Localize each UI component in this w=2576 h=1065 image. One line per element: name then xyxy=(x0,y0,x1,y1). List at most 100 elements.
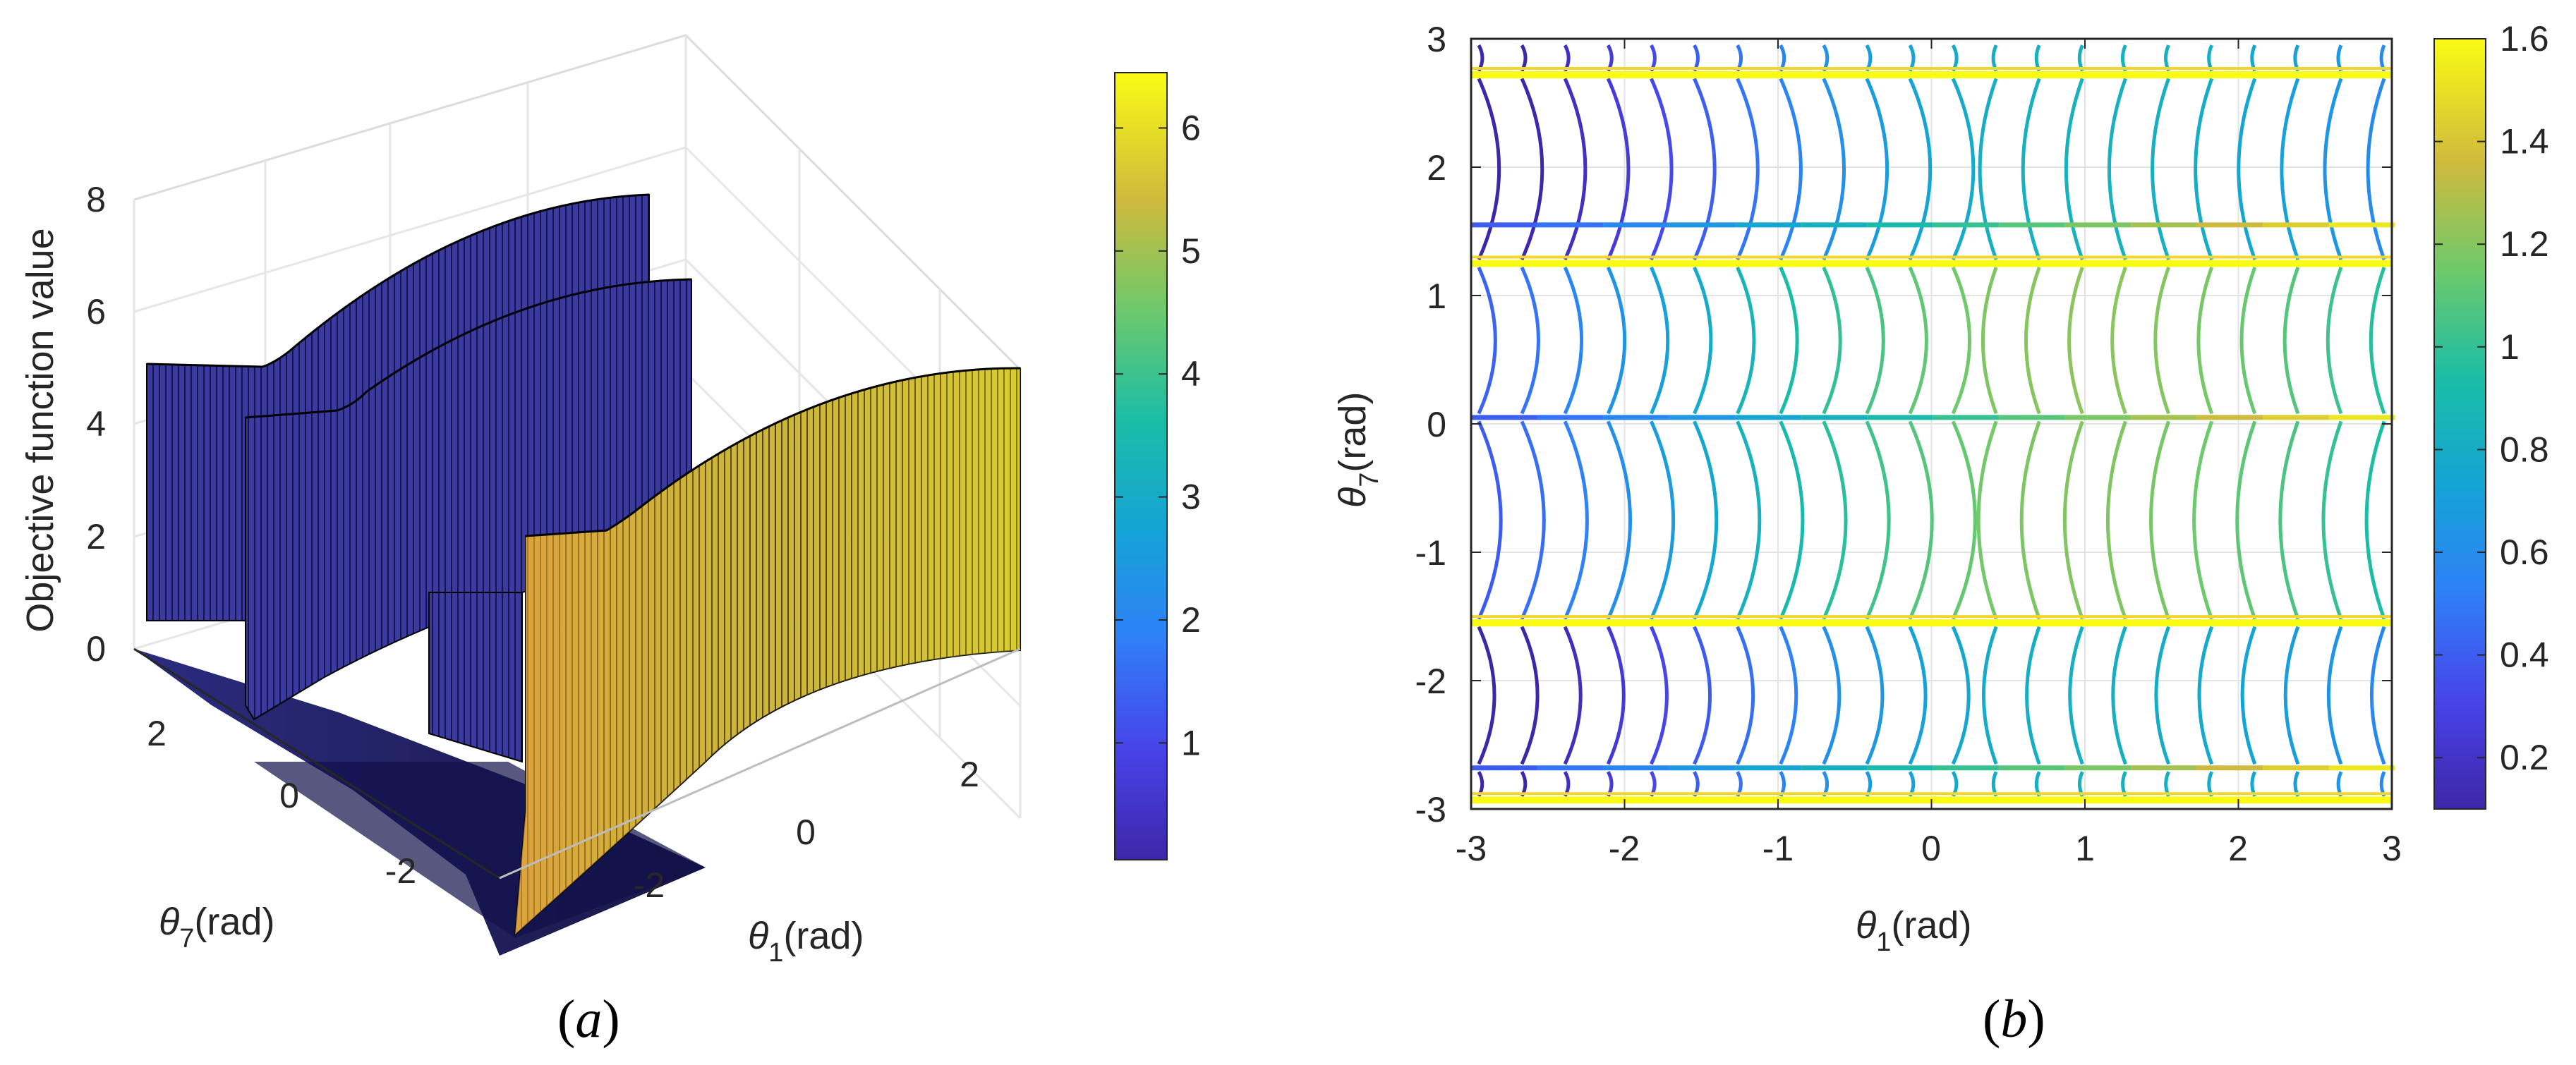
contour-y-tick-neg3: -3 xyxy=(1415,790,1446,829)
contour-line xyxy=(2370,626,2386,765)
contour-y-tick-neg2: -2 xyxy=(1415,662,1446,701)
contour-line xyxy=(2278,420,2300,620)
contour-line xyxy=(2235,420,2257,620)
colorbar-tick-label: 1 xyxy=(2500,327,2520,367)
contour-line xyxy=(2323,78,2343,260)
contour-line xyxy=(2283,626,2300,765)
contour-x-tick-neg3: -3 xyxy=(1456,829,1487,868)
contour-line xyxy=(1908,266,1928,415)
contour-line xyxy=(2194,78,2214,260)
contour-y-tick-labels: 3 2 1 0 -1 -2 -3 xyxy=(1415,20,1446,829)
surface-floor-front xyxy=(254,762,706,938)
contour-line xyxy=(1951,266,1971,415)
contour-line xyxy=(2110,267,2127,415)
contour-line xyxy=(1951,420,1977,620)
theta7-axis-label: θ7(rad) xyxy=(159,901,274,954)
colorbar-tick-label: 0.8 xyxy=(2500,430,2549,469)
contour-x-tick-2: 2 xyxy=(2228,829,2248,868)
z-tick-label-6: 6 xyxy=(86,292,106,331)
contour-line xyxy=(1650,266,1670,415)
surface-wall-2-top xyxy=(245,278,692,419)
contour-line xyxy=(2108,78,2127,260)
colorbar-tick-label: 3 xyxy=(1181,477,1201,517)
contour-line xyxy=(1563,626,1583,765)
colorbar-tick-label: 0.6 xyxy=(2500,532,2549,572)
contour-y-tick-3: 3 xyxy=(1427,20,1446,59)
contour-line xyxy=(2025,626,2041,765)
theta7-tick-labels: 2 0 -2 xyxy=(147,714,416,891)
contour-x-tick-3: 3 xyxy=(2382,829,2402,868)
contour-line xyxy=(1606,626,1626,765)
contour-line xyxy=(1779,78,1803,261)
contour-line xyxy=(1736,626,1755,765)
contour-line xyxy=(1822,266,1842,415)
contour-line xyxy=(1865,626,1885,765)
contour-line xyxy=(1606,420,1633,620)
contour-line xyxy=(1606,78,1631,261)
contour-line xyxy=(1908,78,1933,261)
colorbar-b xyxy=(2433,38,2486,810)
contour-line xyxy=(2280,78,2300,260)
z-tick-label-2: 2 xyxy=(86,517,106,556)
colorbar-tick-label: 6 xyxy=(1181,108,1201,147)
contour-line xyxy=(1951,78,1976,261)
contour-x-tick-neg1: -1 xyxy=(1762,829,1794,868)
contour-ticks xyxy=(1470,38,2393,810)
contour-line xyxy=(2321,420,2343,620)
colorbar-tick-label: 4 xyxy=(1181,354,1201,394)
contour-line xyxy=(1822,626,1842,765)
z-tick-label-8: 8 xyxy=(86,180,106,219)
contour-line xyxy=(1693,266,1713,415)
colorbar-b-ticks: 0.2 0.4 0.6 0.8 1 1.2 1.4 1.6 xyxy=(2434,19,2549,777)
contour-line xyxy=(2192,420,2214,620)
contour-line xyxy=(2024,267,2041,415)
contour-line xyxy=(1477,626,1496,765)
contour-line xyxy=(1981,267,1998,415)
theta1-tick-label-0: 0 xyxy=(796,813,816,852)
contour-y-tick-1: 1 xyxy=(1427,276,1446,316)
theta7-tick-label-2: 2 xyxy=(147,714,167,753)
contour-line xyxy=(1563,420,1589,620)
surface-wall-1-top xyxy=(146,193,650,368)
contour-line xyxy=(2240,626,2257,765)
z-tick-label-4: 4 xyxy=(86,404,106,444)
colorbar-tick-label: 1.4 xyxy=(2500,122,2549,162)
contour-y-tick-0: 0 xyxy=(1427,405,1446,444)
contour-line xyxy=(1982,626,1998,765)
theta7-tick-label-0: 0 xyxy=(279,776,299,815)
contour-line xyxy=(2105,420,2127,620)
contour-x-tick-neg2: -2 xyxy=(1609,829,1640,868)
colorbar-a-ticks: 1 2 3 4 5 6 xyxy=(1115,108,1201,762)
contour-line xyxy=(2239,267,2257,415)
panel-a-surface-plot: 0 2 4 6 8 2 0 -2 -2 0 2 Objective functi… xyxy=(19,34,1201,1049)
contour-y-tick-2: 2 xyxy=(1427,148,1446,188)
contour-line xyxy=(1520,78,1544,261)
colorbar-tick-label: 1 xyxy=(1181,723,1201,762)
z-tick-label-0: 0 xyxy=(86,629,106,669)
contour-line xyxy=(1978,78,1998,260)
contour-line xyxy=(1693,626,1712,765)
colorbar-tick-label: 0.4 xyxy=(2500,635,2549,675)
contour-line xyxy=(1736,78,1760,261)
contour-line xyxy=(2364,420,2386,620)
contour-line xyxy=(2068,626,2084,765)
colorbar-tick-label: 1.6 xyxy=(2500,19,2549,59)
contour-line xyxy=(1865,266,1885,415)
theta1-tick-label-neg2: -2 xyxy=(634,865,665,905)
panel-label-a: (a) xyxy=(557,990,620,1049)
surface-wall-3 xyxy=(428,592,523,763)
contour-x-tick-labels: -3 -2 -1 0 1 2 3 xyxy=(1456,829,2402,868)
contour-line xyxy=(1779,420,1805,620)
contour-line xyxy=(1736,420,1762,620)
surface-wall-4-shade xyxy=(515,367,1020,935)
contour-line xyxy=(2196,267,2214,415)
contour-line xyxy=(1477,78,1501,261)
contour-line xyxy=(1606,266,1627,415)
contour-line xyxy=(1563,78,1588,261)
contour-line xyxy=(2064,78,2084,260)
colorbar-tick-label: 5 xyxy=(1181,231,1201,271)
contour-line xyxy=(1693,420,1719,620)
contour-line xyxy=(1520,626,1540,765)
contour-line xyxy=(1477,420,1503,620)
